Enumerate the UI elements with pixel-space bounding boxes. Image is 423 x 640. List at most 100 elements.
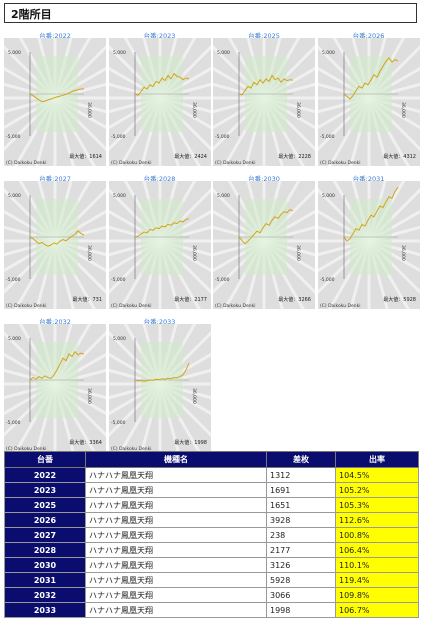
y-min-label: -5,000 <box>320 277 335 283</box>
machine-name: ハナハナ鳳凰天翔 <box>85 602 267 618</box>
machine-name: ハナハナ鳳凰天翔 <box>85 467 267 483</box>
chart-title-link[interactable]: 台番:2032 <box>39 318 71 326</box>
machine-name: ハナハナ鳳凰天翔 <box>85 572 267 588</box>
machine-number[interactable]: 2023 <box>4 482 86 498</box>
section-header: 2階所目 <box>4 3 417 23</box>
x-max-label: 36,000 <box>295 102 301 118</box>
y-min-label: -5,000 <box>111 277 126 283</box>
results-table: 台番 機種名 差枚 出率 2022 ハナハナ鳳凰天翔 1312 104.5% 2023 ハ… <box>4 451 419 618</box>
y-max-label: 5,000 <box>113 50 126 56</box>
machine-name: ハナハナ鳳凰天翔 <box>85 587 267 603</box>
slump-graph[interactable]: 5,000 -5,000 36,000 最大値：3364 (C) Daikoku Den… <box>4 324 106 452</box>
table-row[interactable]: 2033 ハナハナ鳳凰天翔 1998 106.7% <box>4 602 419 618</box>
chart-cell: 台番:2033 5,000 -5,000 36,000 最大値：1998 (C) Daik… <box>108 314 211 454</box>
x-max-label: 36,000 <box>86 245 92 261</box>
machine-name: ハナハナ鳳凰天翔 <box>85 497 267 513</box>
table-row[interactable]: 2032 ハナハナ鳳凰天翔 3066 109.8% <box>4 587 419 603</box>
machine-number[interactable]: 2028 <box>4 542 86 558</box>
machine-number[interactable]: 2031 <box>4 572 86 588</box>
max-value-label: 最大値：4312 <box>383 153 416 160</box>
chart-title-link[interactable]: 台番:2027 <box>39 175 71 183</box>
payout-rate: 106.4% <box>335 542 419 558</box>
page-title: 2階所目 <box>11 8 52 21</box>
slump-line <box>343 186 398 242</box>
chart-cell: 台番:2022 5,000 -5,000 36,000 最大値：1614 (C) Daik… <box>4 28 106 168</box>
slump-line <box>134 72 189 96</box>
chart-title-link[interactable]: 台番:2023 <box>143 32 176 40</box>
slump-graph[interactable]: 5,000 -5,000 36,000 最大値：2177 (C) Daikoku Den… <box>108 181 211 309</box>
y-min-label: -5,000 <box>215 134 230 140</box>
slump-line <box>29 230 85 247</box>
copyright-text: (C) Daikoku Denki <box>6 446 46 452</box>
table-row[interactable]: 2027 ハナハナ鳳凰天翔 238 100.8% <box>4 527 419 543</box>
chart-title-link[interactable]: 台番:2031 <box>352 175 385 183</box>
payout-rate: 105.2% <box>335 482 419 498</box>
table-row[interactable]: 2030 ハナハナ鳳凰天翔 3126 110.1% <box>4 557 419 573</box>
payout-rate: 106.7% <box>335 602 419 618</box>
chart-cell: 台番:2032 5,000 -5,000 36,000 最大値：3364 (C) Daik… <box>4 314 106 454</box>
machine-number[interactable]: 2032 <box>4 587 86 603</box>
y-max-label: 5,000 <box>217 193 230 199</box>
chart-title-link[interactable]: 台番:2025 <box>248 32 280 40</box>
y-max-label: 5,000 <box>8 50 21 56</box>
table-row[interactable]: 2028 ハナハナ鳳凰天翔 2177 106.4% <box>4 542 419 558</box>
x-max-label: 36,000 <box>295 245 301 261</box>
table-row[interactable]: 2023 ハナハナ鳳凰天翔 1691 105.2% <box>4 482 419 498</box>
slump-line <box>29 350 85 381</box>
slump-graph[interactable]: 5,000 -5,000 36,000 最大値：1998 (C) Daikoku Den… <box>108 324 211 452</box>
machine-name: ハナハナ鳳凰天翔 <box>85 482 267 498</box>
payout-rate: 110.1% <box>335 557 419 573</box>
max-value-label: 最大値：5928 <box>383 296 416 303</box>
header-machine-name: 機種名 <box>85 451 267 468</box>
payout-rate: 119.4% <box>335 572 419 588</box>
chart-cell: 台番:2030 5,000 -5,000 36,000 最大値：3266 (C) Daik… <box>213 171 315 311</box>
x-max-label: 36,000 <box>191 102 197 118</box>
machine-number[interactable]: 2022 <box>4 467 86 483</box>
slump-line <box>238 74 294 96</box>
slump-graph[interactable]: 5,000 -5,000 36,000 最大値：1614 (C) Daikoku Den… <box>4 38 106 166</box>
machine-number[interactable]: 2026 <box>4 512 86 528</box>
copyright-text: (C) Daikoku Denki <box>6 160 46 166</box>
copyright-text: (C) Daikoku Denki <box>320 160 360 166</box>
machine-number[interactable]: 2025 <box>4 497 86 513</box>
slump-graph[interactable]: 5,000 -5,000 36,000 最大値：731 (C) Daikoku Denk… <box>4 181 106 309</box>
machine-number[interactable]: 2033 <box>4 602 86 618</box>
machine-number[interactable]: 2030 <box>4 557 86 573</box>
chart-title-link[interactable]: 台番:2033 <box>143 318 176 326</box>
payout-rate: 112.6% <box>335 512 419 528</box>
chart-title-link[interactable]: 台番:2026 <box>352 32 385 40</box>
slump-line <box>343 56 398 100</box>
y-min-label: -5,000 <box>320 134 335 140</box>
slump-graph[interactable]: 5,000 -5,000 36,000 最大値：2424 (C) Daikoku Den… <box>108 38 211 166</box>
header-machine-number: 台番 <box>4 451 86 468</box>
slump-graph[interactable]: 5,000 -5,000 36,000 最大値：4312 (C) Daikoku Den… <box>317 38 420 166</box>
y-max-label: 5,000 <box>113 193 126 199</box>
copyright-text: (C) Daikoku Denki <box>111 303 151 309</box>
payout-rate: 104.5% <box>335 467 419 483</box>
machine-name: ハナハナ鳳凰天翔 <box>85 542 267 558</box>
header-rate: 出率 <box>335 451 419 468</box>
slump-graph[interactable]: 5,000 -5,000 36,000 最大値：2228 (C) Daikoku Den… <box>213 38 315 166</box>
payout-rate: 100.8% <box>335 527 419 543</box>
chart-title-link[interactable]: 台番:2022 <box>39 32 71 40</box>
payout-rate: 105.3% <box>335 497 419 513</box>
difference-value: 5928 <box>266 572 336 588</box>
y-min-label: -5,000 <box>111 420 126 426</box>
x-max-label: 36,000 <box>400 245 406 261</box>
y-min-label: -5,000 <box>6 420 21 426</box>
table-row[interactable]: 2026 ハナハナ鳳凰天翔 3928 112.6% <box>4 512 419 528</box>
slump-graph[interactable]: 5,000 -5,000 36,000 最大値：5928 (C) Daikoku Den… <box>317 181 420 309</box>
chart-cell: 台番:2023 5,000 -5,000 36,000 最大値：2424 (C) Daik… <box>108 28 211 168</box>
table-row[interactable]: 2025 ハナハナ鳳凰天翔 1651 105.3% <box>4 497 419 513</box>
chart-title-link[interactable]: 台番:2028 <box>143 175 176 183</box>
chart-title-link[interactable]: 台番:2030 <box>248 175 280 183</box>
machine-number[interactable]: 2027 <box>4 527 86 543</box>
copyright-text: (C) Daikoku Denki <box>6 303 46 309</box>
copyright-text: (C) Daikoku Denki <box>320 303 360 309</box>
difference-value: 238 <box>266 527 336 543</box>
slump-graph[interactable]: 5,000 -5,000 36,000 最大値：3266 (C) Daikoku Den… <box>213 181 315 309</box>
table-row[interactable]: 2031 ハナハナ鳳凰天翔 5928 119.4% <box>4 572 419 588</box>
difference-value: 2177 <box>266 542 336 558</box>
x-max-label: 36,000 <box>191 245 197 261</box>
table-row[interactable]: 2022 ハナハナ鳳凰天翔 1312 104.5% <box>4 467 419 483</box>
